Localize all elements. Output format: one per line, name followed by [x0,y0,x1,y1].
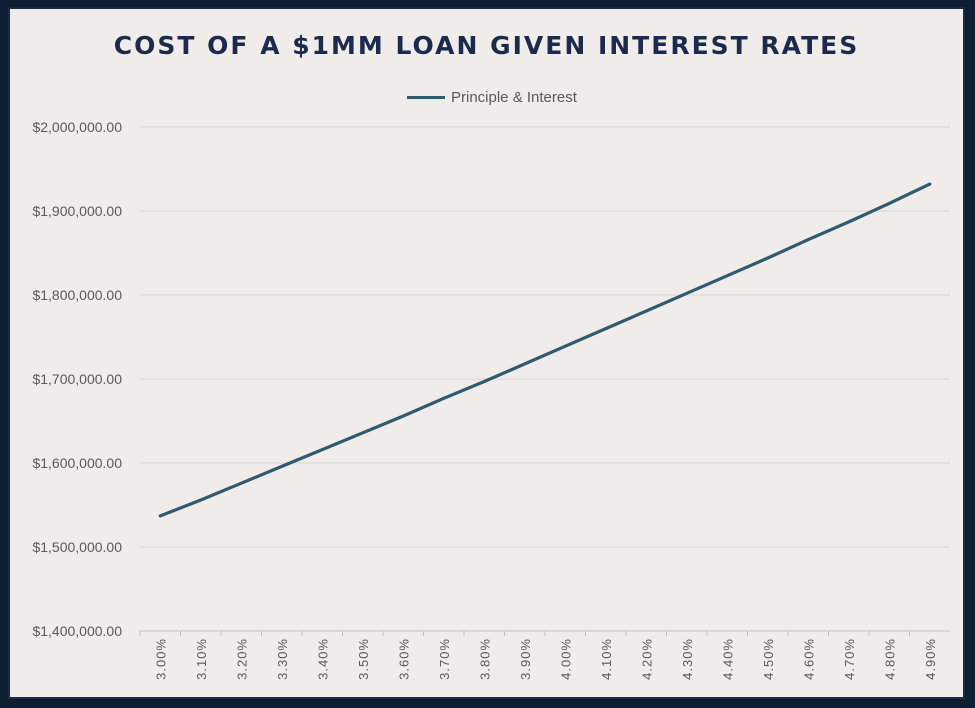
legend-label: Principle & Interest [451,88,577,106]
data-point [361,431,364,434]
data-point [807,238,810,241]
data-point [199,498,202,502]
data-point [766,256,769,260]
y-tick-label: $1,500,000.00 [32,539,122,555]
data-point [159,514,162,518]
data-point [321,448,324,451]
data-point [402,414,405,418]
data-point [685,292,688,295]
x-tick-label: 4.50% [761,638,776,680]
x-tick-label: 3.90% [518,638,533,680]
x-tick-label: 3.10% [194,638,209,680]
x-tick-label: 3.70% [437,638,452,680]
x-tick-label: 4.70% [842,638,857,680]
x-tick-label: 4.60% [801,638,816,680]
chart-frame: COST OF A $1MM LOAN GIVEN INTEREST RATES… [8,7,965,699]
data-point [240,481,243,485]
y-tick-label: $1,800,000.00 [32,287,122,303]
y-tick-label: $1,600,000.00 [32,455,122,471]
data-point [564,345,567,348]
data-point [280,465,283,468]
data-point [483,380,486,383]
x-tick-label: 4.90% [923,638,938,680]
data-point [645,309,648,313]
y-tick-label: $1,400,000.00 [32,623,122,639]
x-tick-label: 3.40% [315,638,330,680]
legend: Principle & Interest [407,87,577,107]
x-tick-label: 4.30% [680,638,695,680]
x-tick-label: 3.20% [234,638,249,680]
x-tick-label: 4.20% [639,638,654,680]
data-point [928,182,931,186]
x-tick-label: 4.40% [720,638,735,680]
y-tick-label: $1,700,000.00 [32,371,122,387]
chart-title: COST OF A $1MM LOAN GIVEN INTEREST RATES [113,31,860,60]
legend-swatch [407,95,445,99]
x-tick-label: 4.00% [558,638,573,680]
x-tick-label: 3.60% [396,638,411,680]
data-point [847,220,850,224]
x-tick-label: 3.80% [477,638,492,680]
x-tick-label: 3.50% [356,638,371,680]
data-point [523,362,526,366]
data-point [442,397,445,400]
data-point [726,274,729,277]
data-point [604,327,607,330]
x-tick-label: 4.80% [882,638,897,680]
x-tick-label: 3.00% [153,638,168,680]
data-point [888,202,891,205]
series-line [158,182,932,518]
y-tick-label: $1,900,000.00 [32,203,122,219]
x-tick-label: 4.10% [599,638,614,680]
y-tick-label: $2,000,000.00 [32,119,122,135]
x-tick-label: 3.30% [275,638,290,680]
